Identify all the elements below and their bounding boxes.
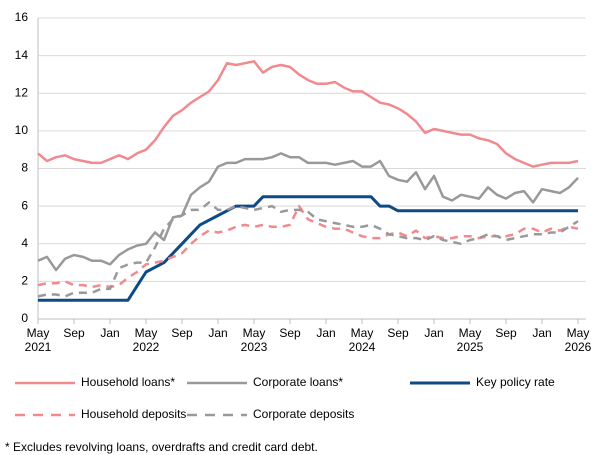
- x-tick-label: May 2024: [348, 326, 376, 354]
- x-tick-label: Jan: [424, 326, 444, 340]
- x-tick-label: Sep: [279, 326, 301, 340]
- x-tick-label: May 2026: [564, 326, 592, 354]
- x-tick-label: Sep: [171, 326, 193, 340]
- x-tick-label: May 2025: [456, 326, 484, 354]
- x-tick-label: May 2022: [132, 326, 160, 354]
- y-tick-label: 8: [21, 161, 28, 175]
- x-tick-label: Jan: [316, 326, 336, 340]
- x-tick-label: May 2023: [240, 326, 268, 354]
- x-tick-label: Jan: [532, 326, 552, 340]
- series-line: [38, 195, 578, 302]
- footnote: * Excludes revolving loans, overdrafts a…: [5, 440, 318, 454]
- x-tick-label: Sep: [495, 326, 517, 340]
- legend-label: Corporate loans*: [253, 375, 343, 389]
- series-line: [37, 152, 579, 272]
- y-tick-label: 16: [15, 10, 29, 24]
- y-tick-label: 2: [21, 274, 28, 288]
- x-tick-label: Sep: [387, 326, 409, 340]
- y-tick-label: 10: [15, 123, 29, 137]
- legend-label: Corporate deposits: [253, 407, 354, 421]
- legend-label: Key policy rate: [476, 375, 555, 389]
- series-line: [37, 201, 579, 298]
- series-line: [37, 204, 579, 289]
- x-tick-label: Jan: [208, 326, 228, 340]
- legend-label: Household loans*: [81, 375, 175, 389]
- y-tick-label: 6: [21, 198, 28, 212]
- legend-label: Household deposits: [81, 407, 186, 421]
- x-tick-label: May 2021: [24, 326, 52, 354]
- y-tick-label: 12: [15, 85, 29, 99]
- x-tick-label: Jan: [100, 326, 120, 340]
- series-line: [37, 60, 579, 168]
- y-tick-label: 14: [15, 48, 29, 62]
- x-tick-label: Sep: [63, 326, 85, 340]
- y-tick-label: 4: [21, 236, 28, 250]
- y-tick-label: 0: [21, 311, 28, 325]
